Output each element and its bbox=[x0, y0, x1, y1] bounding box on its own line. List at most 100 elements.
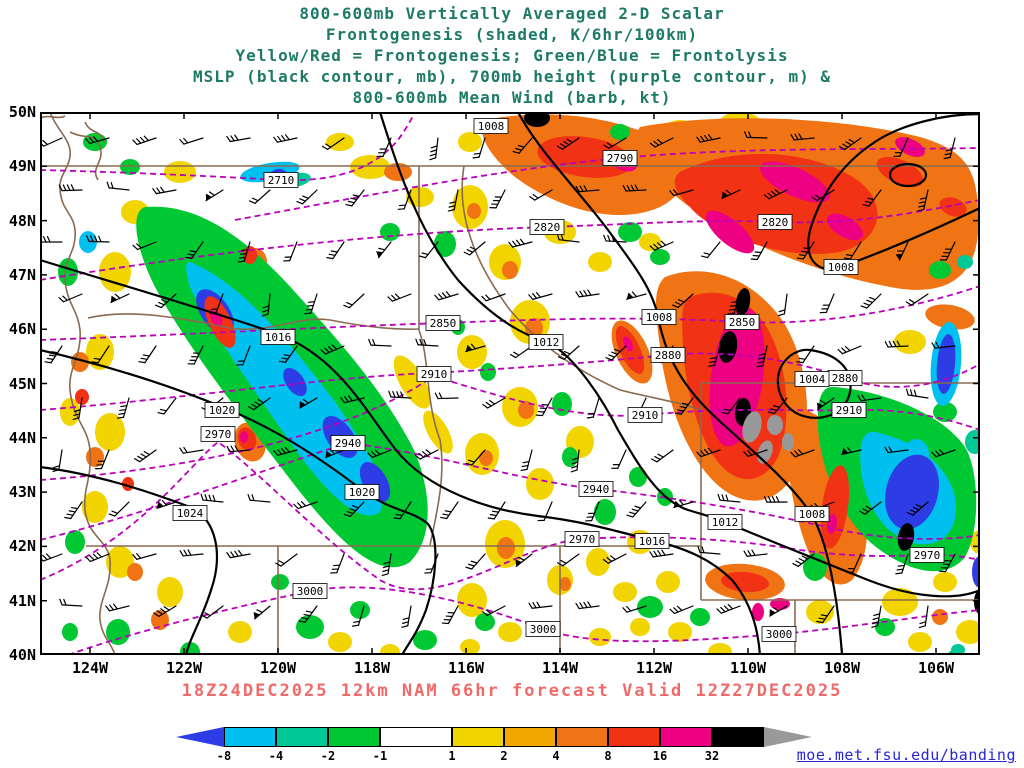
colorbar-segment bbox=[176, 727, 224, 747]
colorbar-segment bbox=[276, 727, 328, 747]
colorbar-segment bbox=[556, 727, 608, 747]
svg-text:1016: 1016 bbox=[639, 535, 666, 548]
contour-label-height: 2880 bbox=[650, 347, 686, 363]
lat-label: 47N bbox=[8, 265, 36, 284]
lon-label: 124W bbox=[71, 659, 109, 677]
contour-label-height: 2820 bbox=[529, 219, 565, 235]
title-line: 800-600mb Mean Wind (barb, kt) bbox=[352, 88, 672, 107]
lat-label: 41N bbox=[8, 591, 36, 610]
svg-text:1008: 1008 bbox=[799, 508, 826, 521]
svg-text:2880: 2880 bbox=[832, 372, 859, 385]
colorbar: -8 -4 -2 -1 1 2 4 8 16 32 bbox=[176, 727, 812, 763]
contour-label-mslp: 1016 bbox=[634, 533, 670, 549]
colorbar-tick-label: 2 bbox=[500, 749, 508, 763]
lat-label: 45N bbox=[8, 374, 36, 393]
lon-label: 114W bbox=[541, 659, 579, 677]
svg-text:2970: 2970 bbox=[569, 533, 596, 546]
contour-label-mslp: 1024 bbox=[172, 505, 208, 521]
colorbar-segment bbox=[712, 727, 764, 747]
contour-label-height: 2970 bbox=[909, 547, 945, 563]
credit-link[interactable]: moe.met.fsu.edu/banding bbox=[796, 746, 1016, 764]
colorbar-tick-label: 32 bbox=[704, 749, 720, 763]
svg-text:2940: 2940 bbox=[583, 483, 610, 496]
lon-label: 118W bbox=[353, 659, 391, 677]
colorbar-segment bbox=[452, 727, 504, 747]
colorbar-tick-label: 8 bbox=[604, 749, 612, 763]
contour-label-height: 2820 bbox=[757, 214, 793, 230]
contour-label-height: 3000 bbox=[292, 583, 328, 599]
colorbar-segment bbox=[504, 727, 556, 747]
lon-label: 122W bbox=[165, 659, 203, 677]
frontogenesis-shading bbox=[58, 109, 990, 664]
colorbar-tick-label: -8 bbox=[216, 749, 232, 763]
map-canvas: 2710 2790 2820 2820 2850 2850 2880 2880 2910 2910… bbox=[38, 109, 990, 664]
svg-text:2970: 2970 bbox=[914, 549, 941, 562]
svg-text:2910: 2910 bbox=[632, 409, 659, 422]
colorbar-segment bbox=[328, 727, 380, 747]
chart-title-block: 800-600mb Vertically Averaged 2-D Scalar… bbox=[0, 3, 1024, 108]
contour-label-mslp: 1016 bbox=[260, 329, 296, 345]
title-line: Yellow/Red = Frontogenesis; Green/Blue =… bbox=[235, 46, 789, 65]
colorbar-tick-label: -1 bbox=[372, 749, 388, 763]
svg-text:1020: 1020 bbox=[209, 404, 236, 417]
svg-text:2940: 2940 bbox=[335, 437, 362, 450]
svg-text:1024: 1024 bbox=[177, 507, 204, 520]
lon-label: 120W bbox=[259, 659, 297, 677]
lat-label: 42N bbox=[8, 537, 36, 556]
map-frame bbox=[40, 111, 980, 656]
svg-text:2970: 2970 bbox=[205, 428, 232, 441]
contour-label-mslp: 1020 bbox=[344, 484, 380, 500]
lat-label: 50N bbox=[8, 103, 36, 121]
contour-label-height: 3000 bbox=[525, 621, 561, 637]
colorbar-segment bbox=[660, 727, 712, 747]
lat-label: 48N bbox=[8, 211, 36, 230]
contour-label-mslp: 1012 bbox=[528, 334, 564, 350]
colorbar-tick-label: -4 bbox=[268, 749, 284, 763]
mslp-contours bbox=[39, 111, 981, 656]
contour-label-height: 2910 bbox=[627, 407, 663, 423]
lat-label: 40N bbox=[8, 646, 36, 664]
contour-label-height: 3000 bbox=[761, 626, 797, 642]
svg-text:2820: 2820 bbox=[534, 221, 561, 234]
forecast-caption: 18Z24DEC2025 12km NAM 66hr forecast Vali… bbox=[181, 681, 843, 701]
contour-label-height: 2910 bbox=[416, 366, 452, 382]
lon-label: 110W bbox=[729, 659, 767, 677]
lat-label: 44N bbox=[8, 428, 36, 447]
title-line: Frontogenesis (shaded, K/6hr/100km) bbox=[325, 25, 699, 44]
lat-label: 49N bbox=[8, 157, 36, 176]
svg-text:2910: 2910 bbox=[421, 368, 448, 381]
contour-labels: 2710 2790 2820 2820 2850 2850 2880 2880 2910 2910… bbox=[172, 118, 945, 642]
wind-barbs bbox=[38, 131, 956, 629]
lon-label: 112W bbox=[635, 659, 673, 677]
colorbar-segment bbox=[224, 727, 276, 747]
svg-text:2850: 2850 bbox=[729, 316, 756, 329]
colorbar-tick-label: 4 bbox=[552, 749, 560, 763]
contour-label-height: 2970 bbox=[200, 426, 236, 442]
lon-label: 108W bbox=[823, 659, 861, 677]
svg-text:1008: 1008 bbox=[646, 311, 673, 324]
svg-text:2910: 2910 bbox=[836, 404, 863, 417]
svg-text:1008: 1008 bbox=[828, 261, 855, 274]
contour-label-mslp: 1008 bbox=[641, 309, 677, 325]
svg-text:1016: 1016 bbox=[265, 331, 292, 344]
contour-label-height: 2850 bbox=[724, 314, 760, 330]
contour-label-mslp: 1008 bbox=[473, 118, 509, 134]
svg-text:2790: 2790 bbox=[607, 152, 634, 165]
svg-text:3000: 3000 bbox=[530, 623, 557, 636]
lon-label: 106W bbox=[917, 659, 955, 677]
contour-label-height: 2710 bbox=[263, 172, 299, 188]
lon-label: 116W bbox=[447, 659, 485, 677]
svg-text:1012: 1012 bbox=[712, 516, 739, 529]
svg-text:1020: 1020 bbox=[349, 486, 376, 499]
contour-label-height: 2910 bbox=[831, 402, 867, 418]
svg-text:2880: 2880 bbox=[655, 349, 682, 362]
contour-label-mslp: 1004 bbox=[794, 371, 830, 387]
colorbar-tick-label: 1 bbox=[448, 749, 456, 763]
contour-label-height: 2850 bbox=[425, 315, 461, 331]
contour-label-mslp: 1008 bbox=[794, 506, 830, 522]
svg-text:1008: 1008 bbox=[478, 120, 505, 133]
lat-label: 43N bbox=[8, 483, 36, 502]
contour-label-height: 2880 bbox=[827, 370, 863, 386]
colorbar-segment bbox=[608, 727, 660, 747]
